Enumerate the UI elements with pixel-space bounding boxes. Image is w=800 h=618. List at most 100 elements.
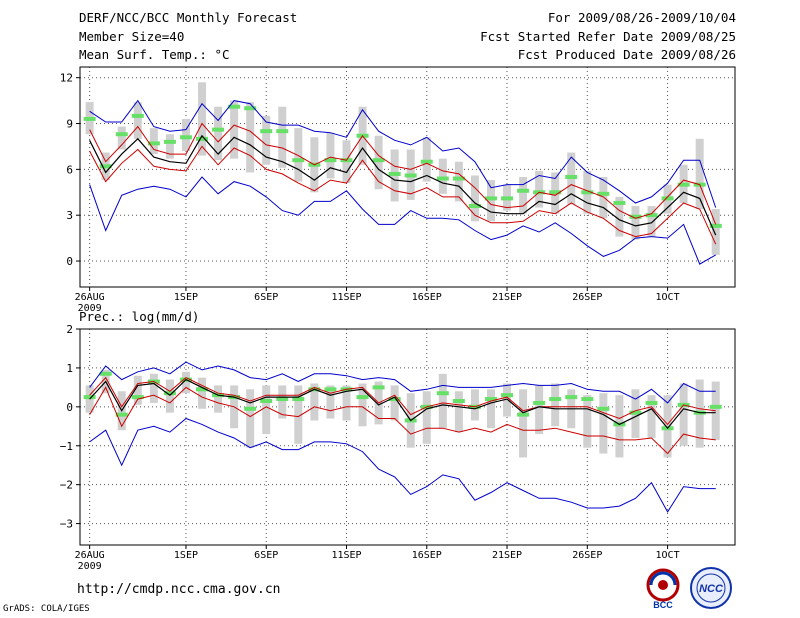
ncc-logo: NCC	[690, 567, 732, 609]
median-marker	[388, 397, 401, 402]
x-tick-label: 6SEP	[254, 550, 278, 561]
series-std-upper	[89, 376, 716, 426]
spread-box	[422, 137, 431, 182]
spread-box	[454, 391, 463, 433]
spread-box	[326, 132, 335, 179]
x-tick-label: 11SEP	[331, 550, 361, 561]
median-marker	[99, 164, 112, 169]
series-std-lower	[89, 145, 717, 245]
median-marker	[131, 395, 144, 400]
median-marker	[565, 175, 578, 179]
median-marker	[565, 395, 578, 400]
spread-box	[631, 206, 640, 240]
spread-box	[647, 206, 656, 237]
spread-box	[535, 385, 544, 435]
spread-box	[262, 115, 271, 165]
x-tick-label: 21SEP	[492, 292, 522, 303]
median-marker	[484, 397, 497, 402]
forecast-started-date: Fcst Started Refer Date 2009/08/25	[480, 29, 736, 44]
median-marker	[163, 391, 176, 396]
spread-box	[214, 106, 223, 161]
spread-box	[503, 383, 512, 417]
median-marker	[260, 129, 273, 134]
series-std-lower	[89, 386, 716, 455]
y-tick-label: −1	[60, 440, 73, 453]
median-marker	[645, 400, 658, 405]
spread-box	[390, 385, 399, 421]
bcc-logo-text: BCC	[653, 600, 673, 610]
median-marker	[83, 116, 96, 121]
spread-box	[599, 177, 608, 219]
median-marker	[468, 204, 481, 209]
x-tick-label: 1OCT	[656, 292, 680, 303]
y-tick-label: 2	[66, 323, 73, 336]
median-marker	[484, 196, 497, 201]
spread-box	[181, 118, 190, 152]
grads-credit: GrADS: COLA/IGES	[3, 604, 90, 614]
spread-box	[583, 395, 592, 448]
spread-box	[342, 385, 351, 421]
median-marker	[388, 171, 401, 176]
spread-box	[133, 102, 142, 139]
x-tick-label: 1OCT	[656, 550, 680, 561]
spread-box	[486, 180, 495, 222]
x-tick-label: 26AUG	[75, 292, 105, 303]
median-marker	[324, 387, 337, 392]
median-marker	[517, 188, 530, 193]
x-tick-label: 26SEP	[572, 292, 602, 303]
series-envelope-lower	[89, 417, 716, 513]
median-marker	[372, 158, 385, 163]
spread-box	[695, 138, 704, 210]
source-url[interactable]: http://cmdp.ncc.cma.gov.cn	[77, 582, 281, 597]
x-tick-label: 26SEP	[572, 550, 602, 561]
spread-box	[149, 128, 158, 155]
spread-box	[165, 134, 174, 159]
median-marker	[292, 158, 305, 163]
median-marker	[115, 412, 128, 417]
median-marker	[629, 410, 642, 415]
spread-box	[117, 126, 126, 150]
y-tick-label: 6	[66, 163, 73, 176]
spread-box	[181, 371, 190, 394]
median-marker	[549, 190, 562, 195]
median-marker	[501, 393, 514, 398]
spread-box	[679, 383, 688, 446]
spread-box	[198, 82, 207, 156]
median-marker	[212, 127, 225, 132]
median-marker	[597, 406, 610, 411]
chart-title: DERF/NCC/BCC Monthly Forecast	[79, 10, 298, 25]
y-tick-label: 12	[60, 72, 73, 85]
spread-box	[711, 381, 720, 440]
spread-box	[519, 177, 528, 214]
spread-box	[438, 158, 447, 194]
median-marker	[677, 182, 690, 187]
median-marker	[581, 397, 594, 402]
series-std-upper	[89, 122, 717, 225]
median-marker	[131, 113, 144, 118]
median-marker	[452, 399, 465, 403]
median-marker	[436, 176, 449, 181]
variable-label: Mean Surf. Temp.: °C	[79, 47, 230, 62]
median-marker	[163, 139, 176, 144]
spread-box	[278, 106, 287, 168]
median-marker	[99, 371, 112, 376]
x-tick-year: 2009	[78, 303, 102, 314]
plot-frame	[79, 66, 736, 288]
forecast-period: For 2009/08/26-2009/10/04	[547, 10, 736, 25]
spread-box	[551, 383, 560, 427]
spread-box	[374, 135, 383, 190]
forecast-produced-date: Fcst Produced Date 2009/08/26	[517, 47, 736, 62]
y-tick-label: −3	[60, 518, 73, 531]
series-mean	[89, 134, 717, 236]
spread-box	[133, 375, 142, 405]
spread-box	[599, 393, 608, 454]
median-marker	[501, 196, 514, 201]
x-tick-label: 21SEP	[492, 550, 522, 561]
median-marker	[709, 223, 722, 228]
spread-box	[470, 175, 479, 222]
spread-box	[326, 385, 335, 419]
x-tick-label: 6SEP	[254, 292, 278, 303]
spread-box	[486, 389, 495, 429]
median-marker	[404, 173, 417, 178]
